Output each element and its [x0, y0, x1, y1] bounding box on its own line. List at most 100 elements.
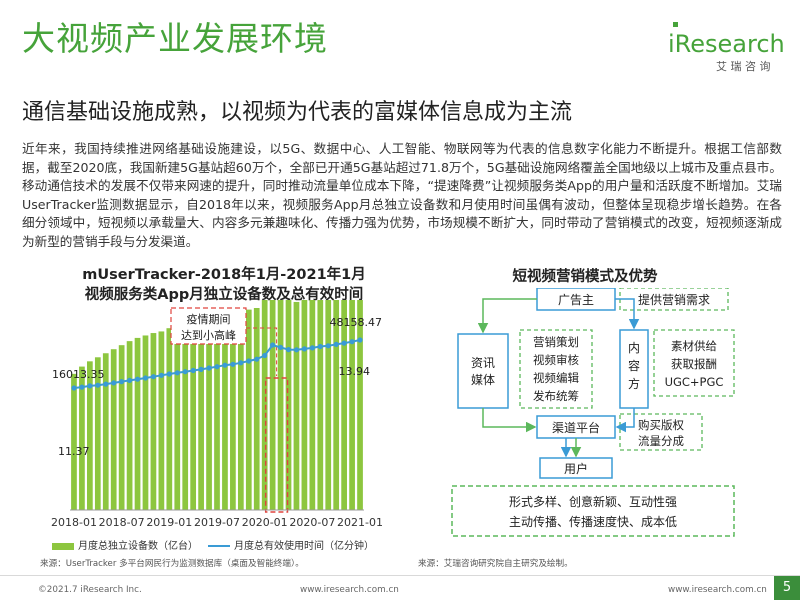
bar-2018-12	[158, 331, 165, 510]
line-point-2020-02	[270, 342, 276, 348]
source-note-left: 来源：UserTracker 多平台网民行为监测数据库（桌面及智能终端）。	[40, 559, 304, 569]
svg-text:流量分成: 流量分成	[638, 434, 684, 448]
svg-text:视频编辑: 视频编辑	[533, 371, 579, 385]
line-point-2019-05	[198, 366, 204, 372]
legend-bar-label: 月度总独立设备数（亿台）	[78, 541, 198, 552]
line-point-2020-08	[317, 343, 323, 350]
content-creator-box: 内 容 方	[619, 329, 649, 409]
annotation-connector	[246, 327, 278, 376]
bar-2020-02	[269, 300, 276, 510]
line-point-2019-08	[222, 362, 228, 368]
svg-text:形式多样、创意新颖、互动性强: 形式多样、创意新颖、互动性强	[509, 494, 677, 509]
bar-2019-07	[214, 316, 220, 510]
svg-text:广告主: 广告主	[558, 293, 594, 307]
svg-text:UGC+PGC: UGC+PGC	[665, 375, 724, 389]
legend-line-label: 月度总有效使用时间（亿分钟）	[234, 541, 374, 552]
x-tick-2018-01: 2018-01	[51, 516, 97, 529]
bar-2019-06	[206, 317, 212, 510]
marketing-services-box: 营销策划 视频审核 视频编辑 发布统筹	[519, 329, 593, 409]
line-point-2020-04	[285, 347, 292, 353]
svg-text:提供营销需求: 提供营销需求	[638, 292, 710, 307]
svg-text:容: 容	[628, 358, 640, 373]
line-point-2018-05	[103, 381, 109, 387]
bar-2019-08	[222, 313, 228, 510]
svg-text:方: 方	[628, 376, 640, 391]
user-box: 用户	[539, 457, 613, 479]
annotation-box	[170, 307, 247, 345]
bar-2020-08	[317, 300, 324, 510]
svg-text:用户: 用户	[564, 461, 588, 476]
bar-2018-09	[134, 337, 141, 510]
line-point-2020-07	[309, 345, 315, 351]
logo-cn: 艾 瑞 咨 询	[716, 59, 771, 73]
footer-divider	[0, 575, 800, 576]
x-tick-2021-01: 2021-01	[337, 516, 383, 529]
logo-dot	[673, 22, 678, 27]
legend-line: 月度总有效使用时间（亿分钟）	[208, 537, 374, 552]
bar-label-first: 11.37	[58, 445, 90, 458]
bar-2020-10	[333, 300, 340, 510]
bar-2020-07	[309, 300, 316, 510]
bar-2019-11	[245, 309, 252, 510]
marketing-diagram: 广告主 提供营销需求 资讯 媒体 营销策划 视频审核 视频编辑 发布统筹 内 容…	[451, 288, 735, 537]
svg-text:渠道平台: 渠道平台	[552, 420, 600, 435]
line-point-2020-06	[301, 346, 307, 352]
bar-2020-06	[301, 300, 308, 510]
bar-2019-02	[174, 325, 181, 510]
line-point-2020-01	[262, 352, 268, 359]
bar-2018-05	[102, 353, 109, 510]
advantages-box: 形式多样、创意新颖、互动性强 主动传播、传播速度快、成本低	[451, 485, 735, 537]
bar-2019-12	[253, 308, 260, 510]
bar-2018-04	[94, 357, 101, 510]
line-point-2019-11	[246, 358, 252, 364]
advertiser-box: 广告主	[536, 288, 616, 311]
bar-2018-03	[87, 361, 93, 510]
line-point-2018-04	[95, 382, 101, 388]
bar-2019-01	[166, 328, 173, 510]
line-point-2020-10	[333, 341, 339, 347]
bar-2020-12	[349, 300, 355, 510]
right-chart-title: 短视频营销模式及优势	[512, 269, 658, 285]
line-point-2020-09	[325, 343, 331, 349]
svg-text:内: 内	[628, 341, 640, 355]
bar-2019-03	[182, 324, 189, 510]
buy-copyright-box: 购买版权 流量分成	[619, 413, 703, 451]
x-tick-2020-07: 2020-07	[289, 516, 335, 529]
svg-text:视频审核: 视频审核	[533, 353, 579, 367]
page-title: 大视频产业发展环境	[22, 19, 328, 58]
material-supply-box: 素材供给 获取报酬 UGC+PGC	[653, 329, 735, 397]
line-point-2019-12	[254, 356, 260, 362]
iresearch-logo: iResearch 艾 瑞 咨 询	[606, 18, 786, 74]
line-point-2019-06	[206, 365, 212, 371]
footer-url-right: www.iresearch.com.cn	[668, 585, 767, 595]
svg-text:资讯: 资讯	[471, 356, 495, 370]
bar-2018-06	[110, 349, 117, 510]
x-tick-2018-07: 2018-07	[99, 516, 145, 529]
x-tick-2019-07: 2019-07	[194, 516, 240, 529]
bar-2018-10	[142, 335, 149, 510]
bar-2020-04	[285, 300, 292, 510]
line-point-2018-02	[79, 384, 85, 390]
info-media-box: 资讯 媒体	[457, 333, 509, 409]
bar-2020-09	[325, 300, 332, 510]
source-note-right: 来源：艾瑞咨询研究院自主研究及绘制。	[418, 559, 573, 569]
line-label-first: 16013.35	[52, 368, 105, 381]
bar-2021-01	[357, 300, 363, 510]
channel-platform-box: 渠道平台	[536, 415, 616, 439]
left-chart-title-line1: mUserTracker-2018年1月-2021年1月	[82, 267, 366, 283]
bar-2018-11	[150, 333, 157, 510]
line-point-2018-07	[119, 379, 125, 385]
line-point-2020-12	[349, 339, 355, 345]
svg-text:媒体: 媒体	[471, 373, 495, 387]
left-chart-title: mUserTracker-2018年1月-2021年1月 视频服务类App月独立…	[44, 265, 404, 305]
provide-demand-box: 提供营销需求	[619, 288, 729, 311]
line-point-2018-11	[150, 374, 156, 380]
line-label-last: 48158.47	[330, 316, 383, 329]
line-point-2018-01	[71, 385, 77, 391]
line-point-2018-09	[134, 376, 141, 382]
svg-text:素材供给: 素材供给	[671, 339, 717, 353]
svg-text:获取报酬: 获取报酬	[671, 357, 717, 371]
peak-highlight-box	[264, 377, 289, 513]
footer-url-left: www.iresearch.com.cn	[300, 585, 399, 595]
